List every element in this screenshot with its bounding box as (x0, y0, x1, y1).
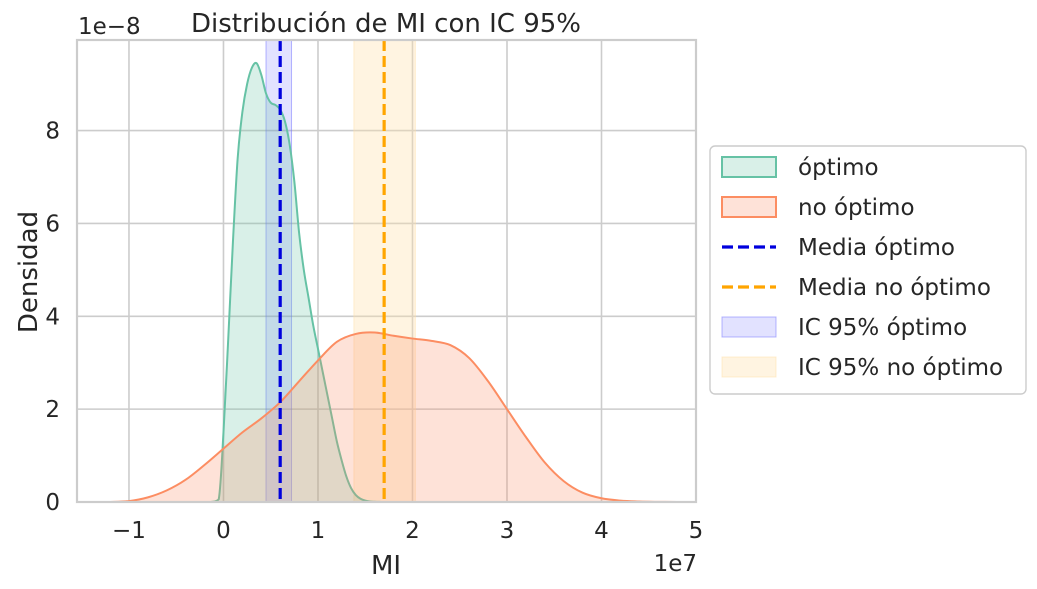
density-line-1 (110, 331, 678, 503)
x-tick-label: 5 (689, 518, 704, 544)
x-axis-offset-label: 1e7 (654, 551, 697, 577)
y-tick-labels: 0 2 4 6 8 (45, 119, 60, 516)
y-axis-label: Densidad (14, 211, 44, 333)
x-axis-label: MI (371, 551, 401, 581)
legend-label-3: Media no óptimo (798, 275, 991, 301)
x-tick-label: −1 (112, 518, 146, 544)
legend: óptimo no óptimo Media óptimo Media no ópti… (709, 145, 1027, 395)
legend-label-0: óptimo (798, 155, 879, 181)
legend-label-4: IC 95% óptimo (798, 315, 967, 341)
legend-swatch-5 (721, 356, 777, 378)
legend-swatch-1 (721, 196, 777, 218)
y-tick-label: 2 (45, 397, 60, 423)
y-tick-label: 4 (45, 304, 60, 330)
legend-label-2: Media óptimo (798, 235, 955, 261)
x-tick-label: 3 (500, 518, 515, 544)
plot-frame (75, 38, 698, 504)
density-area-0 (211, 62, 385, 502)
x-tick-label: 4 (594, 518, 609, 544)
chart-title: Distribución de MI con IC 95% (191, 9, 581, 39)
density-line-0 (210, 61, 385, 503)
density-area-1 (110, 332, 678, 502)
legend-label-1: no óptimo (798, 195, 915, 221)
grid-lines (77, 40, 697, 503)
density-curves (110, 61, 678, 503)
legend-swatch-4 (721, 316, 777, 338)
legend-label-5: IC 95% no óptimo (798, 355, 1003, 381)
legend-box (709, 145, 1027, 395)
x-tick-label: 1 (311, 518, 326, 544)
y-axis-offset-label: 1e−8 (78, 14, 141, 40)
y-tick-label: 8 (45, 119, 60, 145)
mean-lines (278, 40, 386, 502)
x-tick-label: 2 (405, 518, 420, 544)
x-tick-label: 0 (216, 518, 231, 544)
legend-swatch-0 (721, 156, 777, 178)
x-tick-labels: −1 0 1 2 3 4 5 (112, 518, 703, 544)
y-tick-label: 6 (45, 211, 60, 237)
y-tick-label: 0 (45, 490, 60, 516)
